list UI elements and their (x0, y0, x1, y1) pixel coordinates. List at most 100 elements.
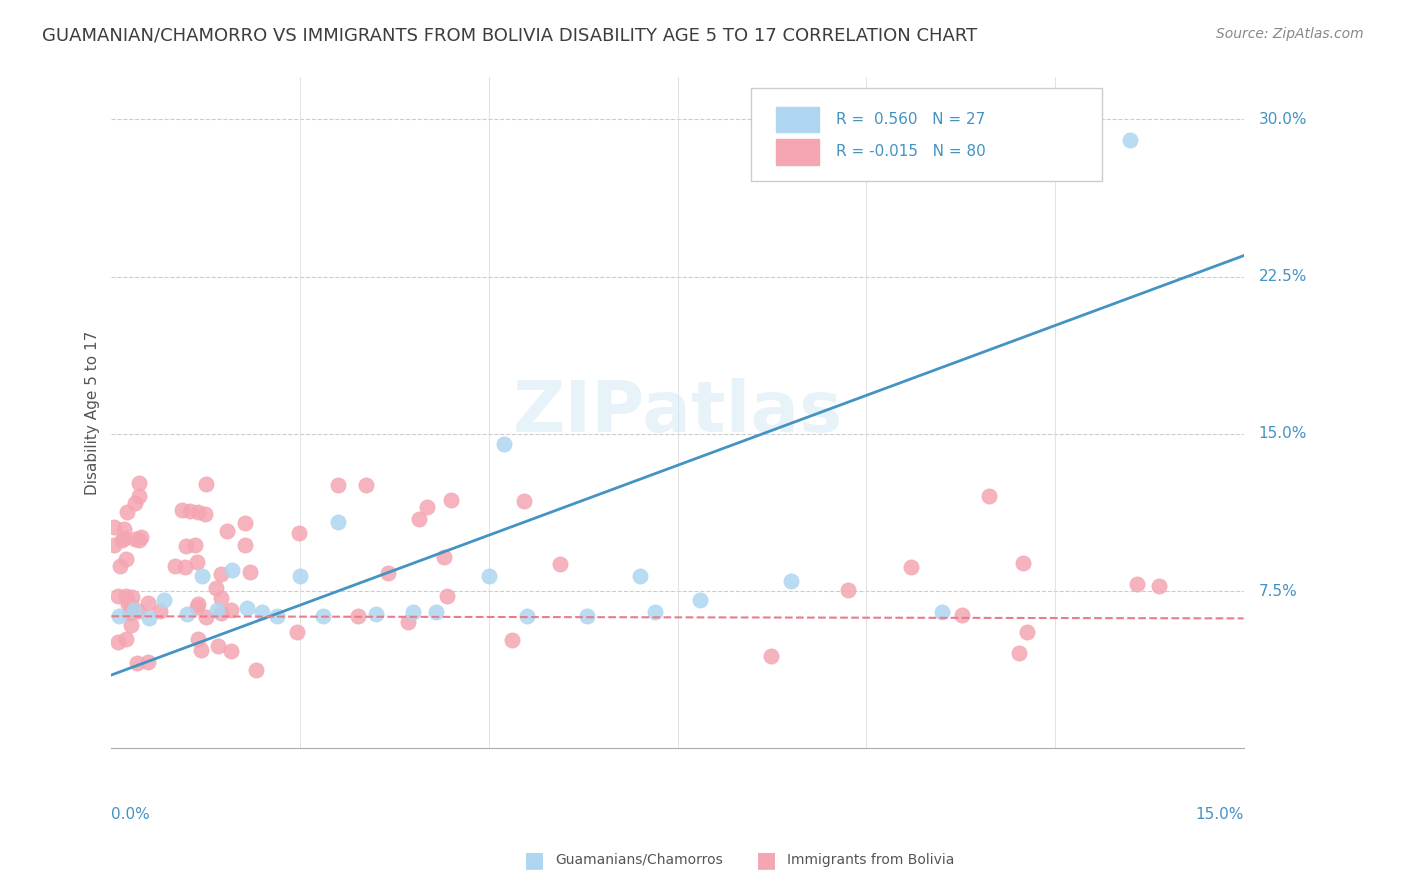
Point (288, 525, 311, 540)
FancyBboxPatch shape (751, 87, 1102, 181)
Text: Source: ZipAtlas.com: Source: ZipAtlas.com (1216, 27, 1364, 41)
Point (195, 609, 218, 624)
Point (117, 505, 139, 519)
Point (575, 609, 598, 624)
Point (492, 437, 515, 451)
Point (128, 489, 150, 503)
Point (215, 524, 238, 538)
Point (416, 500, 439, 515)
Text: ZIPatlas: ZIPatlas (512, 378, 842, 448)
Point (977, 489, 1000, 503)
Point (209, 606, 232, 620)
Point (124, 533, 146, 547)
Point (396, 615, 419, 630)
Point (117, 597, 139, 611)
Point (513, 493, 536, 508)
Point (174, 539, 197, 553)
Point (115, 552, 138, 566)
Point (402, 605, 425, 619)
Point (1008, 646, 1031, 660)
Point (205, 581, 228, 595)
Point (107, 589, 129, 603)
Point (347, 608, 370, 623)
Point (219, 603, 242, 617)
Point (209, 591, 232, 606)
Point (221, 563, 243, 577)
Point (190, 642, 212, 657)
Text: ■: ■ (524, 850, 544, 870)
Point (837, 582, 859, 597)
Text: GUAMANIAN/CHAMORRO VS IMMIGRANTS FROM BOLIVIA DISABILITY AGE 5 TO 17 CORRELATION: GUAMANIAN/CHAMORRO VS IMMIGRANTS FROM BO… (42, 27, 977, 45)
Point (1011, 557, 1033, 571)
Point (179, 504, 201, 518)
Point (191, 569, 214, 583)
Point (194, 477, 217, 491)
Point (478, 569, 501, 583)
Point (233, 516, 256, 531)
Point (233, 538, 256, 552)
Point (1147, 579, 1170, 593)
Point (239, 566, 262, 580)
Point (436, 590, 458, 604)
Point (1119, 133, 1142, 147)
Point (187, 505, 209, 519)
Point (252, 605, 274, 619)
Text: ■: ■ (756, 850, 776, 870)
Point (644, 605, 666, 619)
Point (124, 496, 146, 510)
Point (950, 607, 973, 622)
Bar (776, 107, 820, 132)
Point (900, 560, 922, 574)
Point (312, 609, 335, 624)
Point (112, 531, 135, 545)
Point (548, 558, 571, 572)
Point (118, 607, 141, 621)
Point (377, 566, 399, 580)
Text: 7.5%: 7.5% (1258, 583, 1298, 599)
Point (148, 604, 170, 618)
Text: 30.0%: 30.0% (1258, 112, 1308, 127)
Point (1125, 577, 1147, 591)
Point (1017, 625, 1039, 640)
Point (326, 478, 349, 492)
Point (115, 632, 138, 647)
Text: R =  0.560   N = 27: R = 0.560 N = 27 (837, 112, 986, 128)
Point (122, 603, 145, 617)
Point (176, 607, 198, 622)
Point (501, 633, 523, 648)
Point (326, 515, 349, 529)
Point (127, 604, 149, 618)
Y-axis label: Disability Age 5 to 17: Disability Age 5 to 17 (86, 331, 100, 495)
Point (219, 644, 242, 658)
Point (173, 559, 195, 574)
Point (108, 609, 131, 624)
Point (209, 566, 232, 581)
Point (128, 475, 150, 490)
Point (194, 508, 217, 522)
Point (779, 574, 801, 588)
Text: 15.0%: 15.0% (1195, 807, 1244, 822)
Bar (776, 139, 820, 165)
Point (103, 538, 125, 552)
Point (163, 559, 186, 574)
Point (121, 618, 143, 632)
Point (354, 478, 377, 492)
Point (127, 656, 149, 670)
Point (408, 511, 430, 525)
Text: 15.0%: 15.0% (1258, 426, 1308, 442)
Point (186, 555, 208, 569)
Point (628, 569, 651, 583)
Text: R = -0.015   N = 80: R = -0.015 N = 80 (837, 145, 986, 160)
Point (433, 550, 456, 565)
Point (759, 648, 782, 663)
Point (103, 520, 125, 534)
Text: Guamanians/Chamorros: Guamanians/Chamorros (555, 853, 723, 867)
Point (138, 596, 160, 610)
Point (108, 559, 131, 574)
Point (186, 599, 208, 614)
Text: Immigrants from Bolivia: Immigrants from Bolivia (787, 853, 955, 867)
Text: 22.5%: 22.5% (1258, 269, 1308, 285)
Point (153, 592, 176, 607)
Point (425, 605, 447, 619)
Point (689, 592, 711, 607)
